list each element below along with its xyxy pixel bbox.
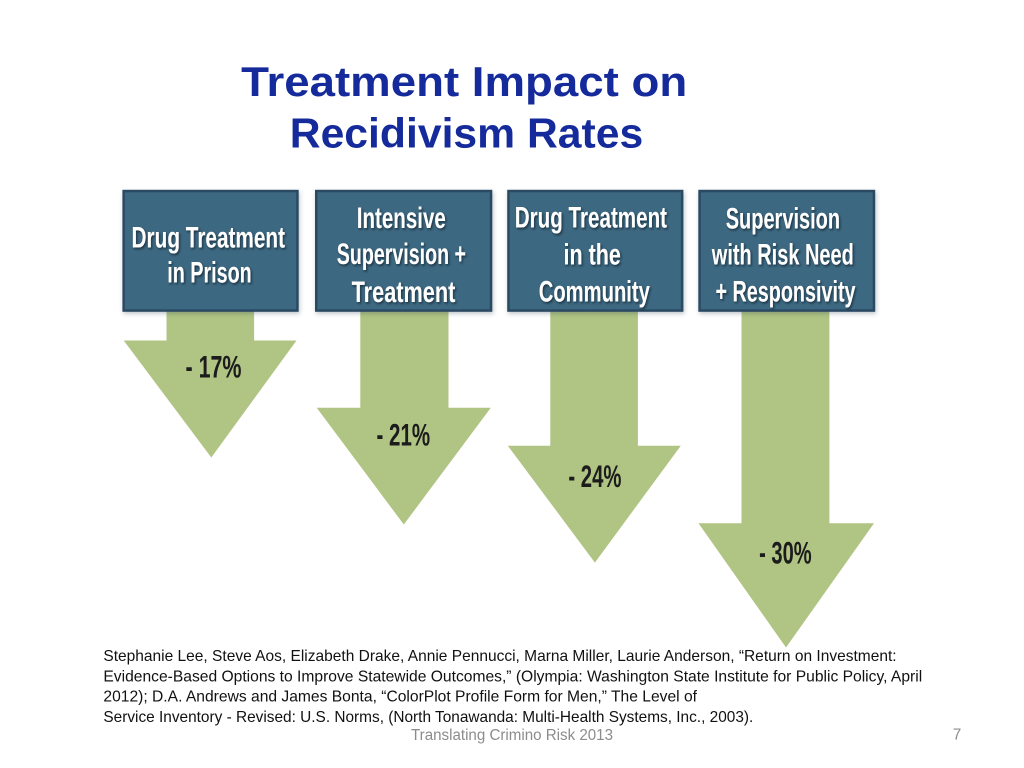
- svg-text:Supervision: Supervision: [726, 202, 840, 235]
- svg-text:Drug Treatment: Drug Treatment: [132, 222, 286, 255]
- svg-text:Supervision +: Supervision +: [337, 238, 466, 271]
- svg-text:Stephanie Lee, Steve Aos, Eliz: Stephanie Lee, Steve Aos, Elizabeth Drak…: [103, 648, 896, 665]
- svg-text:Intensive: Intensive: [357, 202, 446, 235]
- svg-text:Recidivism Rates: Recidivism Rates: [290, 110, 644, 157]
- svg-text:- 24%: - 24%: [568, 458, 621, 494]
- svg-text:- 21%: - 21%: [377, 417, 431, 453]
- svg-text:- 30%: - 30%: [759, 535, 812, 571]
- svg-text:Treatment Impact on: Treatment Impact on: [241, 58, 687, 105]
- svg-text:Service Inventory - Revised: U: Service Inventory - Revised: U.S. Norms,…: [103, 709, 753, 726]
- svg-text:Treatment: Treatment: [352, 276, 456, 309]
- svg-text:+ Responsivity: + Responsivity: [715, 276, 855, 309]
- svg-text:Evidence-Based Options to Impr: Evidence-Based Options to Improve Statew…: [103, 668, 922, 685]
- svg-text:Translating Crimino Risk 2013: Translating Crimino Risk 2013: [411, 727, 613, 744]
- svg-text:in Prison: in Prison: [167, 256, 252, 289]
- svg-text:- 17%: - 17%: [186, 348, 242, 384]
- svg-text:with Risk Need: with Risk Need: [711, 238, 854, 271]
- svg-text:2012); D.A. Andrews and James: 2012); D.A. Andrews and James Bonta, “Co…: [103, 689, 697, 706]
- svg-text:in the: in the: [564, 239, 621, 272]
- svg-text:Community: Community: [539, 276, 650, 309]
- svg-text:7: 7: [953, 727, 962, 744]
- svg-text:Drug Treatment: Drug Treatment: [515, 202, 667, 235]
